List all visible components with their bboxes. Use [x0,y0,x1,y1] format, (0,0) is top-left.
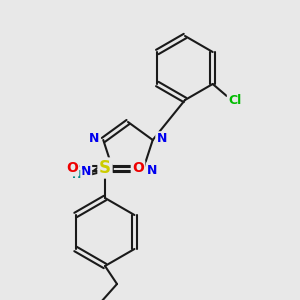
Text: S: S [99,159,111,177]
Text: N: N [147,164,158,176]
Text: O: O [132,161,144,175]
Text: Cl: Cl [228,94,241,107]
Text: H: H [72,170,81,180]
Text: N: N [89,133,100,146]
Text: N: N [157,133,167,146]
Text: N: N [80,164,91,178]
Text: O: O [66,161,78,175]
